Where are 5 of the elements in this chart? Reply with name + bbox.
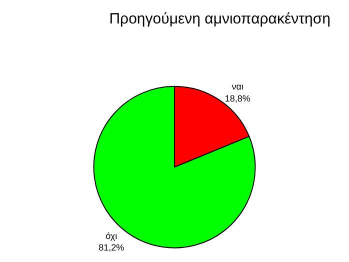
- slice-label: όχι: [106, 230, 118, 241]
- slice-label: ναι: [232, 82, 244, 92]
- data-label: 81,2%: [98, 242, 124, 253]
- data-label: 18,8%: [224, 93, 250, 104]
- chart-title: Προηγούμενη αμνιοπαρακέντηση: [109, 10, 331, 28]
